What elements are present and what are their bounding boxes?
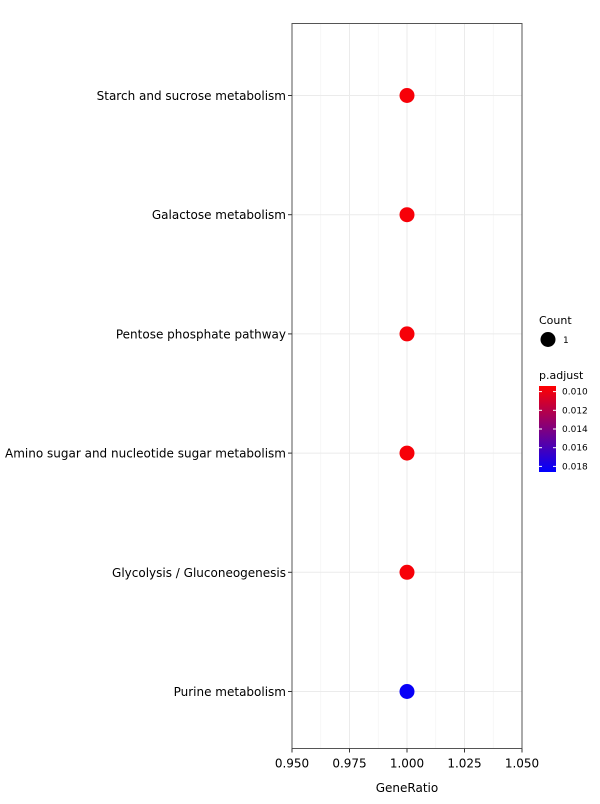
data-point (399, 88, 415, 103)
p-adjust-legend-title: p.adjust (539, 369, 584, 382)
count-legend-dot (540, 332, 556, 347)
colorbar-tick-label: 0.018 (562, 462, 588, 472)
y-tick-label: Amino sugar and nucleotide sugar metabol… (5, 447, 286, 461)
data-point (399, 207, 415, 223)
count-legend: Count 1 (539, 314, 572, 347)
p-adjust-legend: p.adjust 0.010 0.012 0.014 0.016 0.018 (539, 369, 588, 472)
p-adjust-colorbar (539, 386, 556, 472)
x-axis-title: GeneRatio (376, 781, 438, 795)
x-tick-label: 1.025 (447, 757, 481, 771)
count-legend-title: Count (539, 314, 572, 327)
colorbar-tick-label: 0.016 (562, 444, 588, 454)
colorbar-tick-label: 0.014 (562, 425, 588, 435)
data-point (399, 445, 415, 461)
x-tick-label: 0.975 (332, 757, 366, 771)
data-point (399, 326, 415, 342)
y-tick-label: Galactose metabolism (152, 208, 286, 222)
y-tick-label: Glycolysis / Gluconeogenesis (112, 566, 286, 580)
colorbar-tick-label: 0.012 (562, 406, 588, 416)
count-legend-label: 1 (563, 336, 569, 346)
data-points (399, 88, 415, 699)
grid-lines (291, 23, 523, 749)
data-point (399, 564, 415, 580)
y-tick-label: Pentose phosphate pathway (116, 327, 286, 341)
p-adjust-legend-ticks: 0.010 0.012 0.014 0.016 0.018 (539, 388, 588, 472)
x-tick-label: 0.950 (275, 757, 309, 771)
y-axis: Starch and sucrose metabolism Galactose m… (5, 89, 292, 699)
y-tick-label: Starch and sucrose metabolism (97, 89, 286, 103)
colorbar-tick-label: 0.010 (562, 388, 588, 398)
x-tick-label: 1.000 (390, 757, 424, 771)
x-tick-label: 1.050 (505, 757, 539, 771)
x-axis: 0.950 0.975 1.000 1.025 1.050 (275, 748, 539, 771)
y-tick-label: Purine metabolism (174, 685, 286, 699)
data-point (399, 684, 415, 699)
